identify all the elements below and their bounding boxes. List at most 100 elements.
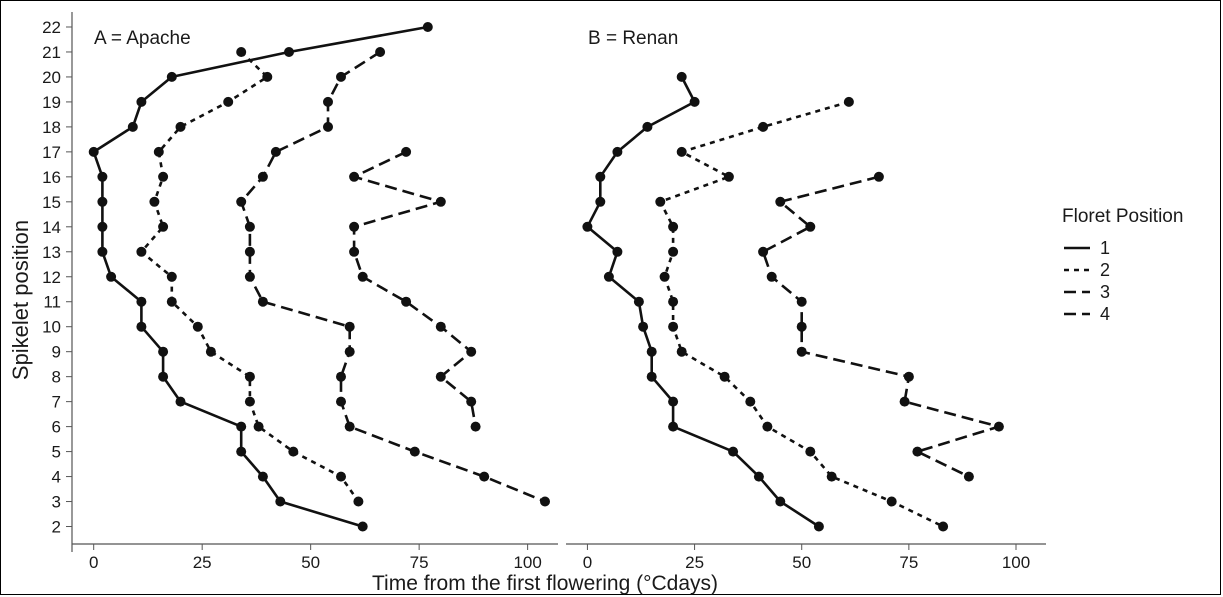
- data-point: [466, 346, 477, 357]
- data-point: [668, 221, 679, 232]
- data-point: [106, 271, 117, 282]
- data-point: [153, 146, 164, 157]
- data-point: [409, 446, 420, 457]
- data-point: [745, 396, 756, 407]
- data-point: [166, 71, 177, 82]
- data-point: [336, 71, 346, 82]
- data-point: [595, 171, 606, 182]
- data-point: [762, 421, 773, 432]
- panel-title-2: B = Renan: [588, 28, 678, 49]
- y-tick-label: 7: [52, 393, 61, 412]
- data-point: [158, 371, 169, 382]
- data-point: [646, 371, 657, 382]
- series-line-3: [239, 50, 546, 503]
- data-point: [375, 47, 386, 57]
- data-point: [158, 346, 169, 357]
- data-point: [993, 421, 1004, 432]
- y-tick-label: 15: [42, 193, 61, 212]
- data-point: [646, 346, 657, 357]
- data-point: [244, 221, 255, 232]
- data-point: [257, 171, 268, 182]
- data-point: [236, 196, 247, 207]
- data-point: [223, 96, 234, 107]
- y-axis-label: Spikelet position: [8, 220, 33, 380]
- data-point: [284, 47, 294, 57]
- data-point: [435, 196, 446, 207]
- data-point: [270, 146, 281, 157]
- data-point: [257, 296, 268, 307]
- data-point: [97, 221, 108, 232]
- data-point: [540, 496, 550, 507]
- data-point: [805, 221, 816, 232]
- data-point: [357, 271, 368, 282]
- data-point: [668, 321, 679, 332]
- data-point: [401, 146, 412, 157]
- data-point: [603, 271, 614, 282]
- data-point: [236, 446, 247, 457]
- data-point: [805, 446, 816, 457]
- y-tick-label: 18: [42, 118, 61, 137]
- y-tick-label: 21: [42, 43, 61, 62]
- y-tick-label: 5: [52, 443, 61, 462]
- data-point: [136, 296, 147, 307]
- legend-label-1: 1: [1100, 238, 1110, 258]
- y-tick-label: 20: [42, 68, 61, 87]
- data-point: [323, 96, 333, 107]
- x-tick-label: 75: [410, 553, 429, 572]
- data-point: [192, 321, 203, 332]
- data-point: [353, 496, 364, 507]
- data-point: [668, 396, 679, 407]
- data-point: [638, 321, 649, 332]
- data-point: [796, 296, 807, 307]
- data-point: [401, 296, 412, 307]
- data-point: [659, 271, 670, 282]
- data-point: [336, 371, 346, 382]
- data-point: [676, 71, 687, 82]
- data-point: [97, 196, 108, 207]
- x-tick-label: 100: [1002, 553, 1030, 572]
- data-point: [753, 471, 764, 482]
- data-point: [668, 246, 679, 257]
- y-tick-label: 13: [42, 243, 61, 262]
- legend-label-3: 3: [1100, 282, 1110, 302]
- data-point: [344, 346, 355, 357]
- data-point: [470, 421, 481, 432]
- data-point: [668, 296, 679, 307]
- data-point: [275, 496, 286, 507]
- data-point: [723, 171, 734, 182]
- data-point: [257, 471, 268, 482]
- data-point: [149, 196, 160, 207]
- data-point: [349, 171, 360, 182]
- data-point: [582, 221, 593, 232]
- data-point: [689, 96, 700, 107]
- legend-title: Floret Position: [1062, 206, 1183, 227]
- data-point: [938, 521, 949, 532]
- y-tick-label: 12: [42, 268, 61, 287]
- y-tick-label: 10: [42, 318, 61, 337]
- x-axis-label: Time from the first flowering (°Cdays): [372, 572, 718, 595]
- data-point: [612, 146, 623, 157]
- data-point: [595, 196, 606, 207]
- series-line-4: [352, 150, 477, 427]
- data-point: [668, 421, 679, 432]
- data-point: [166, 271, 177, 282]
- data-point: [349, 221, 360, 232]
- data-point: [435, 371, 446, 382]
- data-point: [97, 171, 108, 182]
- data-point: [873, 171, 884, 182]
- data-point: [136, 96, 147, 107]
- x-tick-label: 100: [513, 553, 541, 572]
- data-point: [435, 321, 446, 332]
- data-point: [357, 521, 368, 532]
- data-point: [236, 47, 247, 57]
- y-tick-label: 9: [52, 343, 61, 362]
- data-point: [479, 471, 490, 482]
- data-point: [775, 196, 786, 207]
- data-point: [766, 271, 777, 282]
- y-tick-label: 6: [52, 418, 61, 437]
- y-tick-label: 3: [52, 493, 61, 512]
- data-point: [775, 496, 786, 507]
- x-tick-label: 50: [301, 553, 320, 572]
